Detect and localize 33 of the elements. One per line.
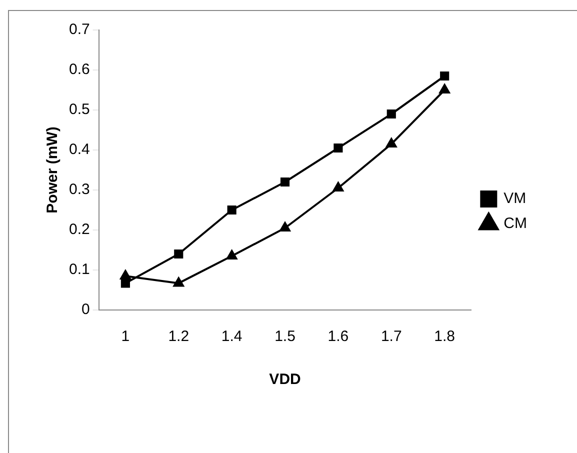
x-tick-label: 1.7: [380, 328, 402, 346]
point: [386, 138, 397, 148]
point: [386, 109, 396, 119]
y-tick-label: 0.2: [68, 221, 90, 238]
x-tick-label: 1.6: [328, 328, 349, 346]
y-axis-title: Power (mW): [44, 126, 62, 214]
point: [120, 278, 130, 288]
point: [226, 250, 238, 260]
x-tick-label: 1.5: [274, 328, 296, 346]
y-tick-label: 0: [82, 301, 90, 318]
point: [227, 205, 236, 215]
y-tick-label: 0.4: [68, 141, 90, 158]
point: [334, 143, 343, 153]
legend-label: CM: [504, 215, 527, 232]
y-tick-label: 0.5: [68, 101, 90, 118]
y-tick-label: 0.6: [68, 61, 90, 78]
point: [439, 84, 450, 94]
point: [440, 71, 450, 81]
point: [280, 222, 290, 232]
point: [280, 177, 290, 187]
y-tick-label: 0.7: [68, 21, 90, 38]
point: [120, 270, 131, 280]
point: [332, 182, 344, 192]
x-axis-title: VDD: [269, 371, 302, 388]
y-tick-label: 0.3: [68, 181, 90, 198]
x-tick-label: 1.4: [221, 328, 242, 346]
x-tick-label: 1: [121, 328, 130, 346]
y-tick-label: 0.1: [68, 261, 90, 278]
legend-label: VM: [504, 190, 526, 208]
point: [173, 277, 184, 287]
x-tick-label: 1.8: [434, 328, 456, 346]
point: [174, 249, 184, 259]
x-tick-label: 1.2: [168, 328, 190, 346]
